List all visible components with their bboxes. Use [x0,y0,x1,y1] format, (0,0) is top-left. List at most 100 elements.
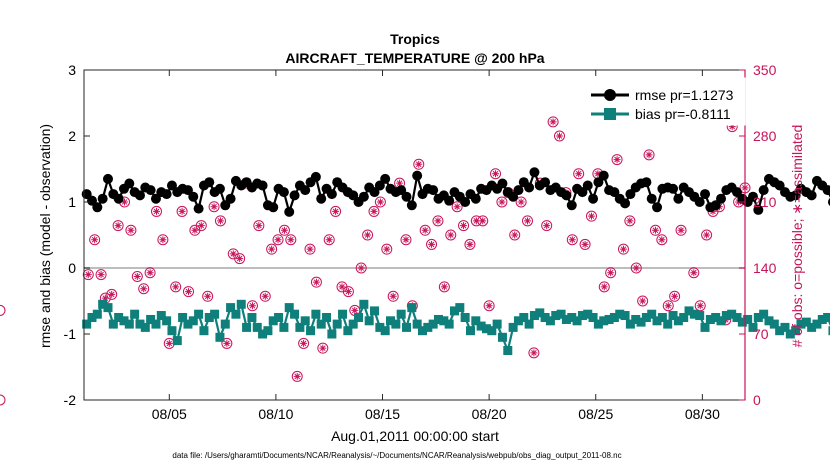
obs-count-point [598,281,610,293]
obs-assimilated-marker [396,179,404,187]
rmse-point [428,185,439,196]
obs-assimilated-marker [274,236,282,244]
rmse-point [668,183,679,194]
obs-count-point [400,234,412,246]
obs-count-point [82,269,94,281]
obs-count-point [234,253,246,265]
obs-assimilated-marker [268,245,276,253]
obs-assimilated-marker [555,132,563,140]
bias-point [402,322,412,332]
bias-point [711,313,721,322]
obs-possible-marker [95,269,107,281]
rmse-point [524,182,535,193]
obs-possible-marker [528,347,540,359]
bias-point [338,309,348,319]
bias-point [663,319,673,329]
bias-point [673,316,683,326]
bias-point [785,329,795,339]
bias-point [455,303,465,313]
obs-possible-marker [630,262,642,274]
obs-possible-marker [553,130,565,142]
obs-count-point [669,290,681,302]
bias-point [753,313,763,322]
obs-assimilated-marker [447,231,455,239]
rmse-point [444,195,455,206]
obs-possible-marker [547,116,559,128]
obs-assimilated-marker [498,198,506,206]
obs-assimilated-marker [626,217,634,225]
bias-point [300,316,310,326]
obs-count-point [266,243,278,255]
bias-point [636,317,646,327]
bias-point [721,311,731,321]
bias-point [348,319,358,329]
bias-point [151,319,161,329]
y-tick-label: -1 [64,326,77,342]
bias-point [290,309,300,319]
obs-possible-marker [611,154,623,166]
obs-assimilated-marker [440,283,448,291]
rmse-point [700,189,711,200]
obs-possible-marker [605,267,617,279]
obs-possible-marker [669,290,681,302]
obs-count-point [617,243,629,255]
obs-count-point [432,215,444,227]
rmse-point [652,202,663,213]
obs-count-point [304,243,316,255]
legend-rmse-marker [604,89,616,101]
obs-possible-marker [106,288,118,300]
obs-count-point [144,267,156,279]
rmse-point [161,189,172,200]
bias-point [769,319,779,329]
bias-point [465,326,475,336]
obs-assimilated-marker [229,250,237,258]
obs-possible-marker [355,262,367,274]
x-tick-label: 08/05 [152,406,187,422]
obs-possible-marker [643,149,655,161]
obs-count-point [483,300,495,312]
obs-assimilated-marker [325,236,333,244]
obs-possible-marker [419,224,431,236]
obs-assimilated-marker [619,245,627,253]
bias-point [210,309,220,319]
bias-point [609,313,619,322]
obs-count-point [368,205,380,217]
obs-possible-marker [426,238,438,250]
obs-assimilated-marker [127,226,135,234]
obs-assimilated-marker [460,222,468,230]
rmse-point [747,191,758,202]
obs-assimilated-marker [344,288,352,296]
obs-assimilated-marker [466,240,474,248]
x-tick-label: 08/25 [578,406,613,422]
obs-count-point [573,168,585,180]
obs-possible-marker [451,201,463,213]
bias-point [679,313,689,322]
obs-assimilated-marker [402,236,410,244]
obs-count-point [0,305,6,316]
obs-possible-marker [413,158,425,170]
bias-point [417,326,427,336]
obs-count-point [362,229,374,241]
bias-point [796,319,806,329]
obs-count-point [112,220,124,232]
obs-assimilated-marker [664,302,672,310]
obs-count-point [662,300,674,312]
bias-point [391,319,401,329]
bias-point [87,313,97,322]
obs-assimilated-marker [306,245,314,253]
obs-possible-marker [202,290,214,302]
obs-assimilated-marker [121,198,129,206]
y-axis-label-right: # of obs: o=possible; ∗=assimilated [789,125,805,348]
bias-point [263,326,273,336]
bias-point [823,313,830,322]
bias-point [396,309,406,319]
rmse-point [497,178,508,189]
bias-point [620,311,630,321]
obs-possible-marker [617,243,629,255]
bias-point [577,311,587,321]
obs-possible-marker [464,238,476,250]
bias-point [561,314,571,324]
obs-possible-marker [138,283,150,295]
bias-point [476,321,486,331]
bias-point [689,309,699,319]
